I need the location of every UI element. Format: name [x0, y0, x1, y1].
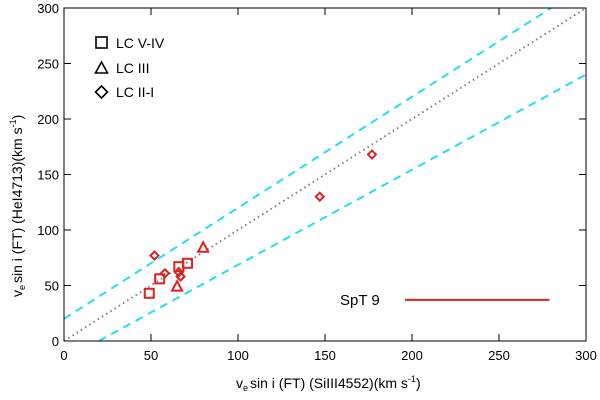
legend-label-lc-v-iv: LC V-IV	[116, 35, 165, 51]
x-tick-label: 100	[227, 348, 249, 363]
data-point-triangle	[170, 278, 184, 292]
y-tick-labels: 0 50 100 150 200 250 300	[37, 1, 59, 349]
y-tick-label: 100	[37, 223, 59, 238]
data-point-square	[182, 257, 194, 269]
axis-ticks	[63, 7, 587, 342]
data-point-diamond	[173, 266, 185, 278]
data-points	[143, 149, 378, 299]
data-point-triangle	[196, 240, 210, 253]
y-tick-label: 150	[37, 168, 59, 183]
legend-label-lc-ii-i: LC II-I	[116, 84, 154, 100]
data-point-diamond	[149, 250, 160, 261]
data-point-square	[154, 273, 166, 285]
legend-diamond-icon	[94, 84, 109, 100]
legend-label-lc-iii: LC III	[116, 60, 149, 76]
data-point-square	[143, 287, 155, 299]
x-tick-label: 250	[488, 348, 510, 363]
legend-square-icon	[95, 36, 108, 49]
y-axis-label: vesin i (FT) (HeI4713)(km s-1)	[8, 115, 27, 297]
x-tick-labels: 0 50 100 150 200 250 300	[60, 348, 596, 363]
data-point-diamond	[366, 149, 378, 160]
x-tick-label: 150	[314, 348, 336, 363]
legend: LC V-IV LC III LC II-I	[94, 35, 165, 100]
reference-line-lower-bound	[98, 73, 586, 341]
reference-line-one-to-one	[64, 8, 586, 341]
data-point-square	[173, 261, 185, 273]
y-tick-label: 200	[37, 112, 59, 127]
x-tick-label: 0	[60, 348, 67, 363]
reference-lines	[64, 8, 586, 341]
data-point-diamond	[175, 271, 186, 283]
spt-annotation: SpT 9	[340, 292, 550, 309]
reference-line-upper-bound	[64, 8, 552, 320]
x-tick-label: 300	[575, 348, 597, 363]
y-tick-label: 50	[45, 279, 59, 294]
x-tick-label: 200	[401, 348, 423, 363]
data-point-diamond	[159, 267, 171, 279]
y-tick-label: 300	[37, 1, 59, 16]
y-tick-label: 0	[52, 334, 59, 349]
y-tick-label: 250	[37, 57, 59, 72]
x-axis-label: ve sin i (FT) (SiIII4552)(km s-1)	[236, 374, 421, 393]
spt-label: SpT 9	[340, 292, 380, 309]
x-tick-label: 50	[144, 348, 158, 363]
legend-triangle-icon	[94, 60, 109, 74]
data-point-diamond	[314, 191, 326, 203]
